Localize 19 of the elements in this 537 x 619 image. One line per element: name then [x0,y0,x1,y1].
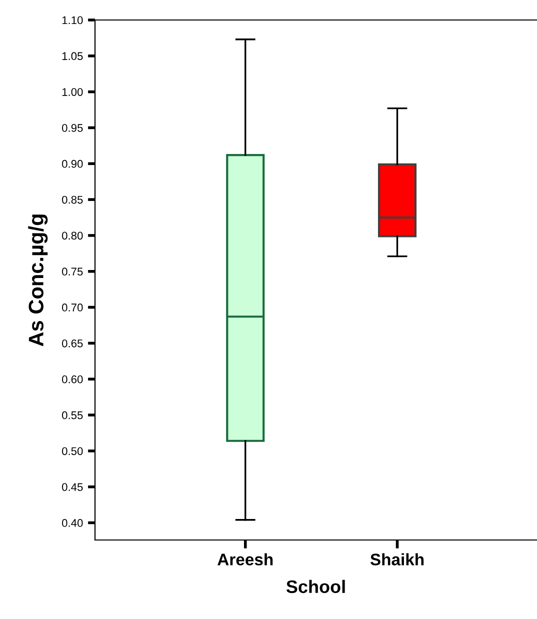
y-tick-label: 0.95 [62,124,83,132]
y-tick-label: 0.55 [62,411,83,420]
y-tick-label: 1.05 [62,52,83,60]
y-tick-label: 0.45 [62,483,83,491]
y-tick-label: 1.10 [62,16,83,24]
y-tick-label: 0.85 [62,196,83,204]
y-tick-label: 0.70 [62,304,83,312]
x-tick-label: Areesh [218,553,273,566]
y-tick-label: 0.75 [62,268,83,276]
y-axis-title: As Conc.µg/g [28,214,48,346]
y-tick-label: 0.80 [62,232,83,240]
y-tick-label: 1.00 [62,88,83,96]
y-tick-label: 0.40 [62,519,83,527]
x-axis-title: School [286,580,345,594]
y-tick-label: 0.50 [62,447,83,456]
x-tick-label: Shaikh [370,553,424,566]
y-tick-label: 0.90 [62,160,83,168]
y-tick-label: 0.65 [62,339,83,348]
y-tick-label: 0.60 [62,375,83,384]
